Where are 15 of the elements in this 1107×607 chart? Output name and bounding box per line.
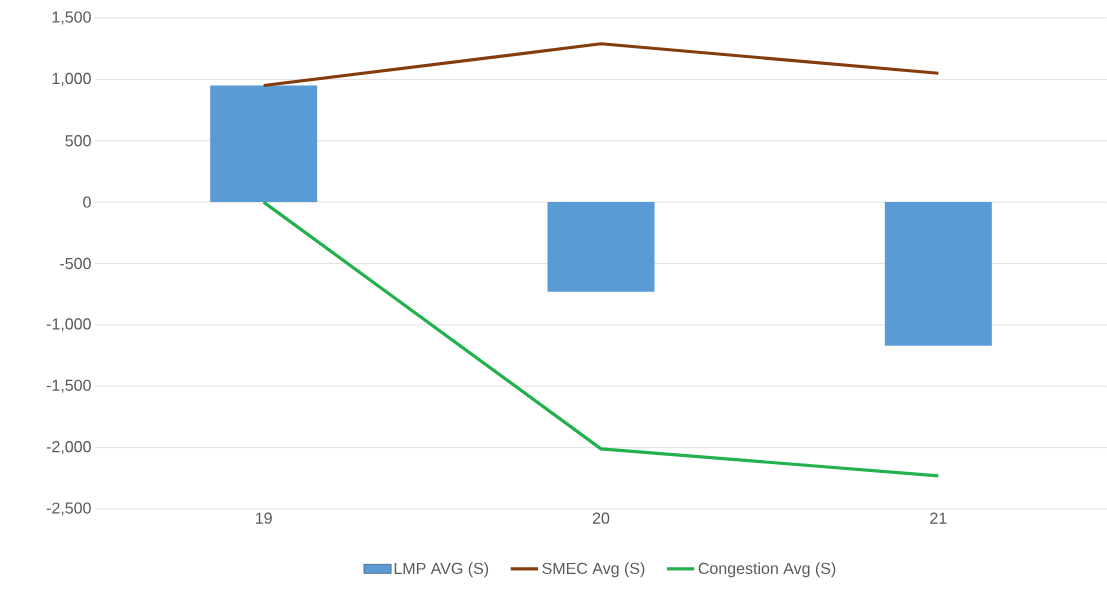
y-tick-label: -2,500: [46, 502, 91, 516]
y-tick-label: -1,000: [46, 318, 91, 332]
y-tick-label: 1,000: [52, 72, 91, 86]
y-tick-label: 1,500: [52, 11, 91, 25]
y-tick-label: -2,000: [46, 441, 91, 455]
x-tick-label: 19: [255, 512, 272, 524]
y-tick-label: -500: [60, 257, 91, 270]
legend-label: Congestion Avg (S): [698, 562, 836, 578]
legend-label: SMEC Avg (S): [542, 562, 645, 578]
x-tick-label: 21: [930, 512, 947, 524]
y-tick-label: 500: [65, 135, 91, 147]
legend-label: LMP AVG (S): [394, 562, 489, 578]
x-tick-label: 20: [592, 512, 610, 524]
y-tick-label: 0: [83, 196, 91, 208]
y-tick-label: -1,500: [46, 379, 91, 393]
